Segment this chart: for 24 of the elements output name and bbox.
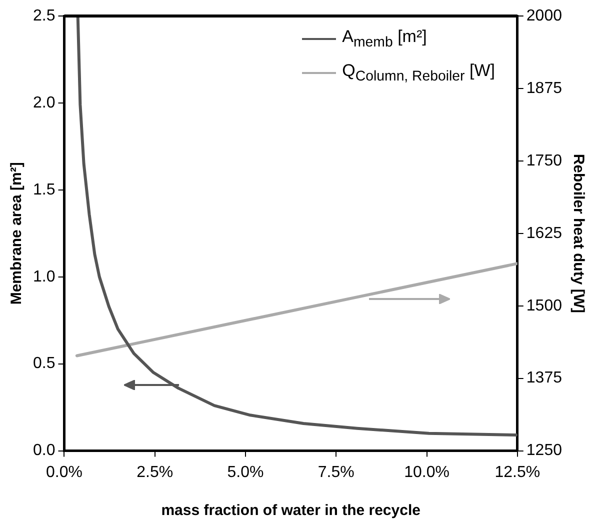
- y2-tick-label: 2000: [526, 7, 562, 24]
- y2-tick-label: 1250: [526, 442, 562, 460]
- y2-tick-label: 1625: [526, 224, 562, 242]
- y2-tick-label: 1875: [526, 80, 562, 97]
- y-tick-label: 1.5: [32, 181, 56, 198]
- x-tick-label: 7.5%: [318, 464, 354, 481]
- y2-axis-title: Reboiler heat duty [W]: [570, 154, 587, 313]
- y-axis-title: Membrane area [m²]: [8, 162, 26, 305]
- x-tick-label: 5.0%: [227, 464, 264, 481]
- y-tick-label: 0.5: [32, 355, 56, 372]
- legend-label: Q$_{Column, Reboiler}$ [W]: [342, 61, 495, 85]
- y-tick-label: 2.0: [32, 94, 56, 112]
- x-tick-label: 2.5%: [136, 464, 174, 481]
- x-tick-label: 0.0%: [46, 464, 82, 481]
- x-axis-title: mass fraction of water in the recycle: [161, 502, 420, 520]
- y-tick-label: 2.5: [32, 7, 56, 24]
- y-tick-label: 1.0: [32, 268, 56, 286]
- y2-tick-label: 1375: [526, 370, 562, 387]
- x-tick-label: 10.0%: [404, 464, 450, 481]
- y2-tick-label: 1500: [526, 297, 562, 314]
- y2-tick-label: 1750: [526, 152, 562, 170]
- legend-label: A$_{memb}$ [m²]: [342, 27, 427, 51]
- x-tick-label: 12.5%: [494, 464, 540, 481]
- y-tick-label: 0.0: [32, 442, 56, 460]
